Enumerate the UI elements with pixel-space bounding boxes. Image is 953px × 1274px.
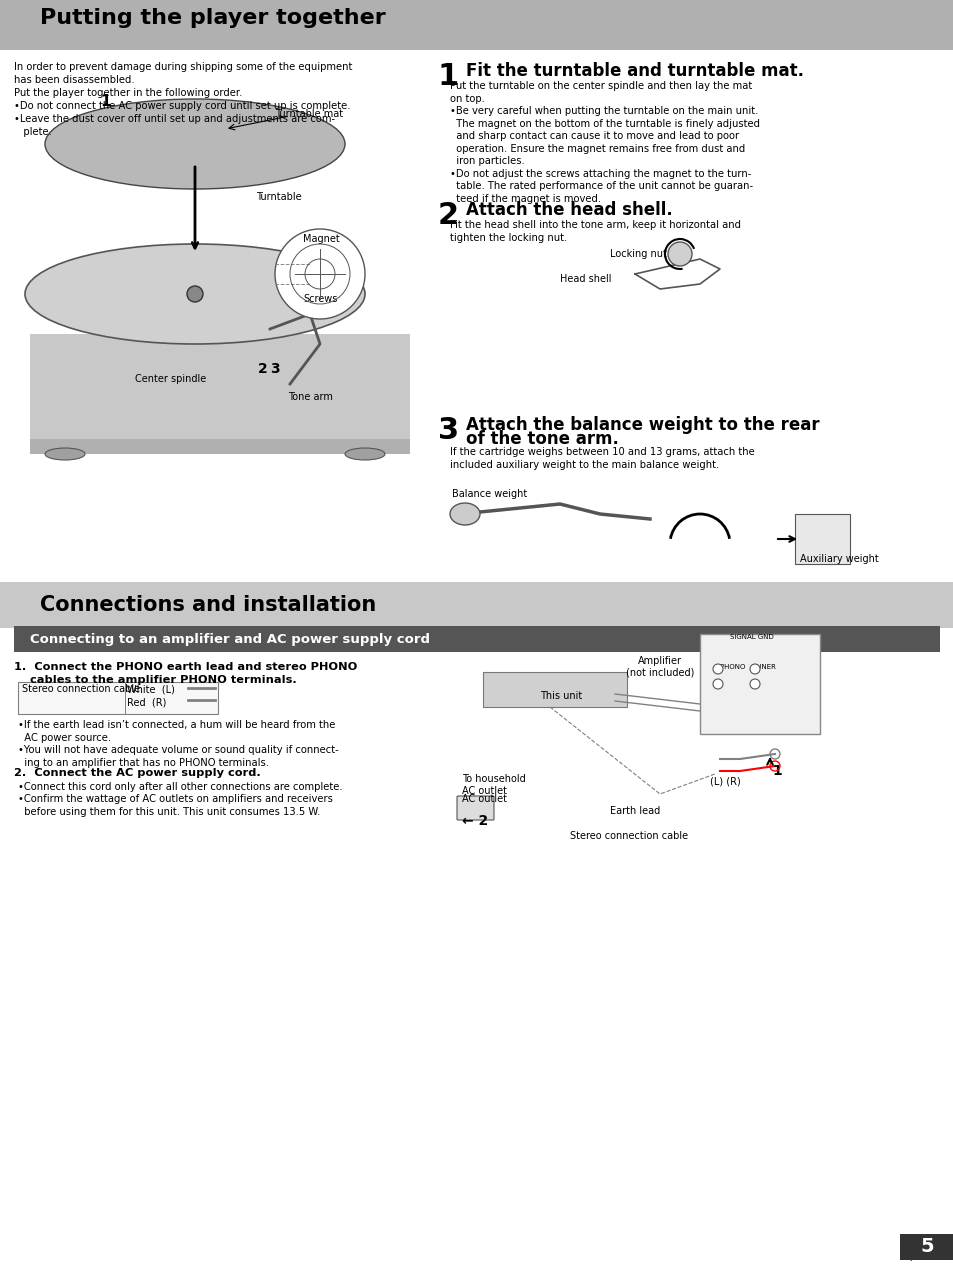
Text: •Be very careful when putting the turntable on the main unit.: •Be very careful when putting the turnta…	[450, 106, 758, 116]
Text: •Confirm the wattage of AC outlets on amplifiers and receivers: •Confirm the wattage of AC outlets on am…	[18, 795, 333, 804]
Text: 3: 3	[270, 362, 279, 376]
Text: •Do not connect the AC power supply cord until set up is complete.: •Do not connect the AC power supply cord…	[14, 101, 350, 111]
Text: 2: 2	[437, 201, 458, 231]
Ellipse shape	[25, 245, 365, 344]
Text: PHONO   TUNER: PHONO TUNER	[720, 664, 775, 670]
Bar	[899, 1235, 953, 1260]
Text: In order to prevent damage during shipping some of the equipment: In order to prevent damage during shippi…	[14, 62, 352, 73]
Text: •Do not adjust the screws attaching the magnet to the turn-: •Do not adjust the screws attaching the …	[450, 168, 751, 178]
Text: SIGNAL GND: SIGNAL GND	[729, 634, 773, 640]
Text: Turntable: Turntable	[255, 192, 301, 203]
Bar	[794, 513, 849, 564]
Text: Fit the head shell into the tone arm, keep it horizontal and: Fit the head shell into the tone arm, ke…	[450, 220, 740, 231]
Text: Screws: Screws	[303, 294, 337, 304]
Text: before using them for this unit. This unit consumes 13.5 W.: before using them for this unit. This un…	[18, 806, 320, 817]
Text: cables to the amplifier PHONO terminals.: cables to the amplifier PHONO terminals.	[14, 675, 296, 685]
Text: has been disassembled.: has been disassembled.	[14, 75, 134, 85]
Text: Attach the balance weight to the rear: Attach the balance weight to the rear	[465, 417, 819, 434]
Bar	[14, 626, 939, 652]
Text: plete.: plete.	[14, 127, 51, 138]
Text: Center spindle: Center spindle	[135, 375, 206, 383]
Text: 2: 2	[257, 362, 268, 376]
Circle shape	[712, 679, 722, 689]
Text: and sharp contact can cause it to move and lead to poor: and sharp contact can cause it to move a…	[450, 131, 739, 141]
Text: AC outlet: AC outlet	[461, 794, 506, 804]
Text: included auxiliary weight to the main balance weight.: included auxiliary weight to the main ba…	[450, 460, 719, 470]
Text: Turntable mat: Turntable mat	[274, 110, 343, 118]
Text: Earth lead: Earth lead	[609, 806, 659, 817]
Text: iron particles.: iron particles.	[450, 155, 524, 166]
Text: AC power source.: AC power source.	[18, 733, 111, 743]
Text: Attach the head shell.: Attach the head shell.	[465, 201, 672, 219]
Text: 2.  Connect the AC power supply cord.: 2. Connect the AC power supply cord.	[14, 768, 260, 778]
Circle shape	[749, 679, 760, 689]
Bar	[484, 676, 624, 702]
Text: Locking nut: Locking nut	[609, 248, 666, 259]
Text: 1: 1	[100, 94, 111, 110]
Bar	[30, 334, 410, 445]
FancyBboxPatch shape	[700, 634, 820, 734]
Text: •Connect this cord only after all other connections are complete.: •Connect this cord only after all other …	[18, 782, 342, 792]
Text: Balance weight: Balance weight	[452, 489, 527, 499]
Text: Auxiliary weight: Auxiliary weight	[800, 554, 878, 564]
Text: 1: 1	[771, 764, 781, 778]
Text: 3: 3	[437, 417, 458, 445]
Text: of the tone arm.: of the tone arm.	[465, 431, 618, 448]
Text: •You will not have adequate volume or sound quality if connect-: •You will not have adequate volume or so…	[18, 745, 338, 755]
Circle shape	[667, 242, 691, 266]
Text: Put the turntable on the center spindle and then lay the mat: Put the turntable on the center spindle …	[450, 82, 752, 90]
Text: Magnet: Magnet	[303, 234, 339, 245]
Text: Tone arm: Tone arm	[288, 392, 333, 403]
Ellipse shape	[45, 448, 85, 460]
Circle shape	[274, 229, 365, 318]
Text: RQT7018: RQT7018	[899, 1254, 941, 1263]
Text: Put the player together in the following order.: Put the player together in the following…	[14, 88, 242, 98]
Bar	[0, 582, 953, 628]
Circle shape	[187, 285, 203, 302]
Text: Connecting to an amplifier and AC power supply cord: Connecting to an amplifier and AC power …	[30, 632, 430, 646]
FancyBboxPatch shape	[794, 513, 849, 564]
Circle shape	[712, 664, 722, 674]
Bar	[30, 440, 410, 454]
Ellipse shape	[450, 503, 479, 525]
Text: If the cartridge weighs between 10 and 13 grams, attach the: If the cartridge weighs between 10 and 1…	[450, 447, 754, 457]
Text: Fit the turntable and turntable mat.: Fit the turntable and turntable mat.	[465, 62, 803, 80]
Text: operation. Ensure the magnet remains free from dust and: operation. Ensure the magnet remains fre…	[450, 144, 744, 153]
Text: Stereo connection cable: Stereo connection cable	[22, 684, 140, 694]
FancyBboxPatch shape	[456, 796, 494, 820]
Text: •If the earth lead isn’t connected, a hum will be heard from the: •If the earth lead isn’t connected, a hu…	[18, 720, 335, 730]
Circle shape	[749, 664, 760, 674]
Bar	[0, 0, 953, 50]
Text: •Leave the dust cover off until set up and adjustments are com-: •Leave the dust cover off until set up a…	[14, 113, 335, 124]
Text: on top.: on top.	[450, 93, 484, 103]
Text: Amplifier
(not included): Amplifier (not included)	[625, 656, 694, 678]
Ellipse shape	[45, 99, 345, 189]
Text: White  (L): White (L)	[127, 684, 174, 694]
Text: To household
AC outlet: To household AC outlet	[461, 775, 525, 795]
Text: Connections and installation: Connections and installation	[40, 595, 375, 615]
Ellipse shape	[345, 448, 385, 460]
Text: tighten the locking nut.: tighten the locking nut.	[450, 232, 567, 242]
Text: Stereo connection cable: Stereo connection cable	[569, 831, 687, 841]
Text: The magnet on the bottom of the turntable is finely adjusted: The magnet on the bottom of the turntabl…	[450, 118, 760, 129]
Text: table. The rated performance of the unit cannot be guaran-: table. The rated performance of the unit…	[450, 181, 752, 191]
FancyBboxPatch shape	[18, 682, 218, 713]
Text: ing to an amplifier that has no PHONO terminals.: ing to an amplifier that has no PHONO te…	[18, 758, 269, 767]
Text: 5: 5	[920, 1237, 933, 1256]
Bar	[457, 798, 493, 819]
Bar	[700, 634, 820, 734]
Text: (L) (R): (L) (R)	[709, 776, 740, 786]
Text: This unit: This unit	[539, 691, 581, 701]
Text: Red  (R): Red (R)	[127, 697, 166, 707]
Bar	[18, 682, 218, 713]
Bar	[482, 671, 626, 707]
Text: Head shell: Head shell	[559, 274, 611, 284]
FancyBboxPatch shape	[482, 671, 626, 707]
Text: ← 2: ← 2	[461, 814, 488, 828]
Text: teed if the magnet is moved.: teed if the magnet is moved.	[450, 194, 600, 204]
Text: 1: 1	[437, 62, 458, 90]
Text: Putting the player together: Putting the player together	[40, 8, 385, 28]
Text: 1.  Connect the PHONO earth lead and stereo PHONO: 1. Connect the PHONO earth lead and ster…	[14, 662, 357, 671]
